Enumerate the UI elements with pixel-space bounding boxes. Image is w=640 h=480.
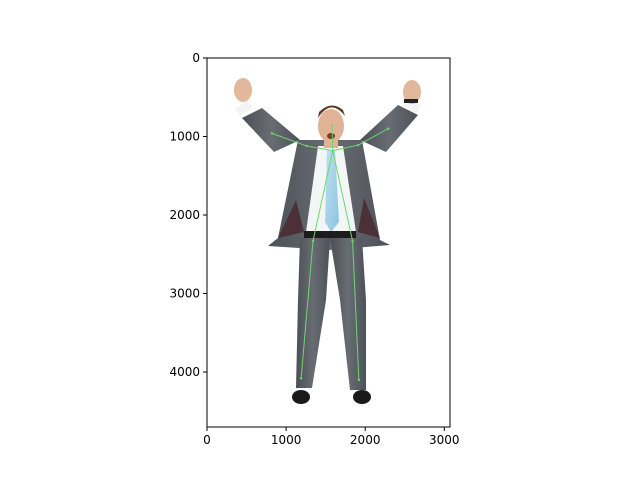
y-tick-label: 3000	[169, 287, 200, 301]
pose-keypoint-right-elbow	[270, 132, 274, 135]
pose-edge	[332, 144, 359, 152]
axes-frame	[206, 57, 451, 428]
pose-keypoint-right-ankle	[299, 377, 303, 380]
pose-keypoint-left-ankle	[357, 378, 361, 382]
x-tick-label: 0	[203, 433, 211, 447]
pose-keypoint-right-shoulder	[305, 144, 308, 148]
y-tick-label: 4000	[169, 365, 200, 379]
pose-keypoint-nose	[330, 124, 334, 127]
x-tick-label: 3000	[429, 433, 460, 447]
y-tick-label: 2000	[169, 208, 200, 222]
pose-keypoint-left-hip	[351, 239, 354, 243]
pose-edge	[306, 145, 333, 152]
pose-edge	[300, 240, 314, 379]
pose-edge	[312, 150, 334, 242]
pose-edge	[352, 240, 360, 380]
x-tick-label: 2000	[350, 433, 381, 447]
y-tick-label: 0	[192, 51, 200, 65]
pose-edge	[331, 125, 334, 151]
x-tick-label: 1000	[271, 433, 302, 447]
photo-image	[207, 58, 450, 427]
y-axis: 0 1000 2000 3000 4000	[169, 51, 207, 379]
x-axis: 0 1000 2000 3000	[203, 427, 460, 447]
y-tick-label: 1000	[169, 130, 200, 144]
pose-edge	[357, 128, 389, 146]
pose-overlay	[270, 124, 390, 382]
pose-keypoint-right-hip	[311, 239, 315, 243]
pose-edge	[271, 132, 307, 147]
pose-keypoint-left-elbow	[386, 127, 390, 130]
pose-edge	[332, 150, 354, 242]
pose-keypoint-neck	[331, 149, 334, 152]
pose-keypoint-left-shoulder	[356, 143, 360, 147]
